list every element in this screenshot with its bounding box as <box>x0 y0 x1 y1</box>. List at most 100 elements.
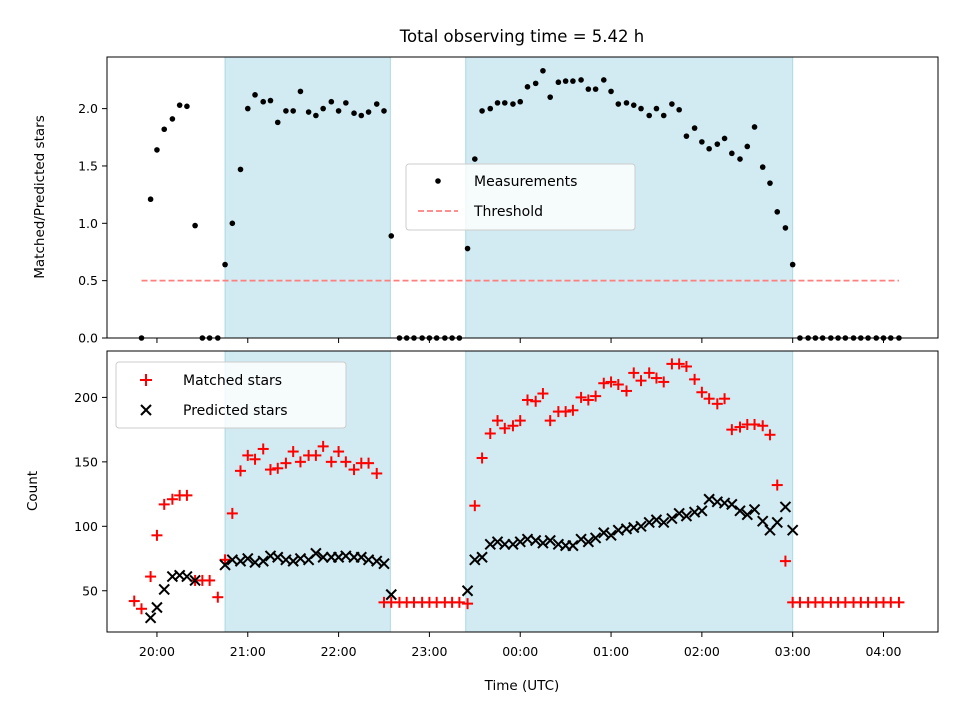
marker-stroke <box>242 552 254 565</box>
matched-star-point <box>476 452 488 464</box>
marker-stroke <box>385 588 397 601</box>
measurement-point <box>252 92 258 98</box>
x-tick-label: 23:00 <box>411 644 447 659</box>
measurement-point <box>244 105 251 112</box>
measurement-point <box>774 209 781 215</box>
observing-interval-shade <box>225 57 391 338</box>
marker-stroke <box>771 516 783 529</box>
bottom-y-tick-label: 150 <box>74 454 98 469</box>
predicted-star-point <box>673 507 685 520</box>
predicted-star-point <box>378 557 390 570</box>
predicted-star-point <box>355 551 368 563</box>
measurement-point <box>721 135 728 142</box>
predicted-star-point <box>491 536 504 548</box>
matched-star-point <box>280 457 292 469</box>
legend-matched-label: Matched stars <box>183 373 282 389</box>
legend-predicted-label: Predicted stars <box>183 403 288 419</box>
measurement-point <box>335 108 342 114</box>
measurement-point <box>729 150 735 157</box>
matched-star-point <box>658 376 670 388</box>
marker-stroke <box>317 551 329 563</box>
matched-star-point <box>166 493 178 505</box>
matched-star-point <box>242 449 254 461</box>
predicted-star-point <box>507 538 519 551</box>
predicted-star-point <box>310 547 322 560</box>
marker-stroke <box>529 534 542 547</box>
marker-stroke <box>234 555 247 567</box>
matched-star-point <box>462 598 474 610</box>
matched-star-point <box>204 574 216 586</box>
measurement-point <box>487 105 494 112</box>
bottom-y-axis-label: Count <box>25 471 41 511</box>
measurement-point <box>328 98 335 105</box>
measurement-point <box>373 101 380 107</box>
measurement-point <box>464 245 471 252</box>
marker-stroke <box>726 498 738 511</box>
predicted-star-point <box>786 524 799 536</box>
measurement-point <box>479 108 485 114</box>
measurement-point <box>562 78 569 84</box>
measurement-point <box>578 77 584 83</box>
measurement-point <box>683 133 690 139</box>
matched-star-point <box>469 500 481 512</box>
predicted-star-point <box>242 552 254 565</box>
marker-stroke <box>544 534 556 547</box>
measurement-point <box>192 222 198 229</box>
matched-star-point <box>779 555 791 567</box>
matched-star-point <box>158 498 170 510</box>
matched-star-point <box>575 391 587 403</box>
measurement-point <box>351 110 357 116</box>
measurement-point <box>615 101 622 107</box>
marker-stroke <box>589 532 602 544</box>
matched-star-point <box>635 375 647 387</box>
matched-star-point <box>272 462 284 474</box>
matched-star-point <box>726 424 738 436</box>
marker-stroke <box>491 536 504 548</box>
x-tick-label: 20:00 <box>139 644 175 659</box>
measurement-point <box>737 156 743 162</box>
measurement-point <box>169 116 176 122</box>
measurement-point <box>638 105 644 112</box>
predicted-star-point <box>371 555 383 567</box>
marker-stroke <box>703 493 715 505</box>
matched-star-point <box>703 393 715 405</box>
predicted-star-point <box>643 516 655 529</box>
measurement-point <box>653 105 660 112</box>
matched-star-point <box>605 376 617 388</box>
predicted-star-point <box>544 534 556 547</box>
marker-stroke <box>575 533 587 545</box>
marker-stroke <box>748 503 761 516</box>
matched-star-point <box>348 464 360 476</box>
measurement-point <box>608 88 614 95</box>
measurement-point <box>676 106 682 113</box>
measurement-point <box>297 88 304 95</box>
legend-predicted-marker <box>140 404 152 416</box>
measurement-point <box>320 105 326 112</box>
measurement-point <box>274 119 281 126</box>
predicted-star-point <box>219 559 231 571</box>
predicted-star-point <box>779 501 792 513</box>
matched-star-point <box>219 554 231 566</box>
measurement-point <box>789 261 796 268</box>
marker-stroke <box>650 514 663 526</box>
measurement-point <box>699 139 705 145</box>
predicted-star-point <box>635 520 647 533</box>
marker-stroke <box>272 551 284 563</box>
measurement-point <box>222 261 228 268</box>
matched-star-point <box>325 456 337 468</box>
predicted-star-point <box>272 551 284 563</box>
marker-stroke <box>741 508 753 521</box>
marker-stroke <box>499 538 511 551</box>
top-y-tick-label: 2.0 <box>78 101 98 116</box>
matched-star-point <box>181 489 193 501</box>
measurement-point <box>691 125 698 131</box>
predicted-star-point <box>484 538 496 551</box>
bottom-panel: 50 100 150 200 20:00 21:00 22:00 23:00 00:00 01:… <box>25 350 939 694</box>
matched-star-point <box>771 479 783 491</box>
predicted-star-point <box>771 516 783 529</box>
x-tick-label: 00:00 <box>502 644 538 659</box>
measurement-point <box>176 102 183 108</box>
predicted-star-point <box>257 555 269 567</box>
marker-stroke <box>378 557 390 570</box>
predicted-star-point <box>158 583 170 596</box>
